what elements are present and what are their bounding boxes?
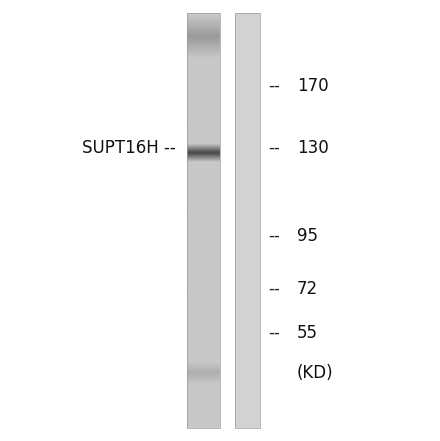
Text: SUPT16H --: SUPT16H -- (82, 139, 176, 157)
Bar (187, 13, 220, 428)
Text: --: -- (268, 139, 280, 157)
Text: 170: 170 (297, 77, 329, 95)
Text: --: -- (268, 324, 280, 342)
Bar (235, 13, 260, 428)
Text: 130: 130 (297, 139, 329, 157)
Text: --: -- (268, 280, 280, 298)
Text: 72: 72 (297, 280, 318, 298)
Text: --: -- (268, 227, 280, 245)
Text: 55: 55 (297, 324, 318, 342)
Text: --: -- (268, 77, 280, 95)
Text: 95: 95 (297, 227, 318, 245)
Text: (KD): (KD) (297, 364, 334, 381)
